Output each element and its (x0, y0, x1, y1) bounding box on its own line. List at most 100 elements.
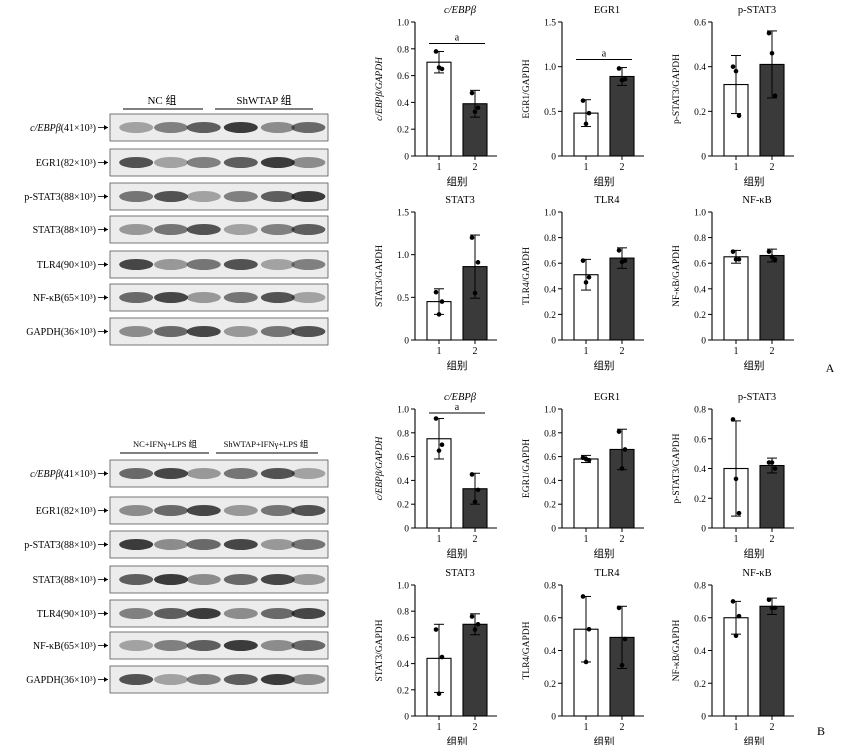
chart-title: NF-κB (742, 568, 771, 579)
chart-b-3: p-STAT3 0 0.2 0.4 0.6 0.8 p-STAT3/GAPDH 1 2 组别 (672, 392, 794, 560)
data-point (616, 429, 622, 434)
blot-band (223, 157, 258, 168)
blot-band (154, 157, 189, 168)
panel-letter-b: B (817, 724, 825, 738)
blot-band (291, 539, 326, 550)
x-tick-label: 2 (770, 534, 775, 545)
y-axis-label: p-STAT3/GAPDH (672, 433, 682, 503)
data-point (472, 109, 478, 115)
y-axis-label: NF-κB/GAPDH (672, 619, 682, 681)
x-tick-label: 1 (437, 162, 442, 173)
y-tick-label: 0.2 (694, 495, 706, 505)
y-tick-label: 0.6 (694, 614, 706, 624)
blot-band-row: GAPDH(36×10³) (26, 317, 329, 346)
blot-band (119, 157, 154, 168)
y-tick-label: 1.0 (544, 209, 556, 219)
x-tick-label: 2 (473, 534, 478, 545)
chart-title: c/EBPβ (444, 5, 477, 16)
y-tick-label: 0.6 (544, 260, 556, 270)
blot-arrow-head (104, 227, 108, 232)
y-tick-label: 0.4 (544, 647, 556, 657)
y-tick-label: 0.6 (544, 614, 556, 624)
blot-band (260, 674, 295, 685)
blot-band (223, 608, 258, 619)
data-point (766, 249, 772, 254)
x-axis-label: 组别 (744, 359, 765, 372)
blot-arrow-head (104, 611, 108, 616)
blot-band (223, 259, 258, 270)
data-point (586, 110, 592, 116)
blot-strip (109, 496, 329, 525)
y-tick-label: 0 (404, 337, 409, 347)
data-point (583, 659, 589, 665)
blot-band (186, 326, 221, 337)
bar (759, 605, 785, 717)
data-point (583, 280, 589, 285)
y-axis-label: STAT3/GAPDH (375, 245, 385, 307)
blot-arrow-head (104, 160, 108, 165)
chart-title: TLR4 (594, 568, 620, 579)
data-point (580, 98, 586, 103)
y-tick-label: 1.5 (544, 19, 556, 29)
y-tick-label: 0.4 (544, 285, 556, 295)
y-tick-label: 0.6 (397, 453, 409, 463)
data-point (733, 476, 739, 482)
blot-band (223, 292, 258, 303)
y-axis-label: STAT3/GAPDH (375, 619, 385, 681)
blot-protein-label: TLR4(90×10³) (37, 609, 96, 620)
blot-arrow-head (104, 542, 108, 547)
data-point (472, 627, 478, 632)
x-tick-label: 2 (473, 722, 478, 733)
blot-protein-label: NF-κB(65×10³) (33, 293, 96, 304)
blot-band (119, 326, 154, 337)
blot-band-row: p-STAT3(88×10³) (24, 530, 329, 559)
blot-protein-label: EGR1(82×10³) (36, 506, 96, 517)
bar (573, 458, 599, 529)
chart-title: STAT3 (445, 195, 475, 206)
blot-band (223, 122, 258, 133)
data-point (772, 466, 778, 471)
blot-band (154, 608, 189, 619)
y-tick-label: 0 (701, 713, 706, 723)
blot-band (260, 640, 295, 651)
blot-panel-a: NC 组 ShWTAP 组 c/EBPβ(41×10³) EGR1(82×10³) p-… (24, 93, 329, 346)
blot-band (154, 326, 189, 337)
y-tick-label: 0.2 (397, 126, 409, 136)
y-tick-label: 0.8 (397, 429, 409, 439)
blot-arrow-head (104, 471, 108, 476)
x-tick-label: 1 (437, 346, 442, 357)
y-tick-label: 1.0 (397, 406, 409, 416)
blot-band (154, 191, 189, 202)
blot-band (186, 640, 221, 651)
panel-letter-a: A (826, 361, 835, 375)
chart-b-5: TLR4 0 0.2 0.4 0.6 0.8 TLR4/GAPDH 1 2 组别 (522, 568, 644, 745)
data-point (475, 622, 481, 627)
blot-band (291, 505, 326, 516)
data-point (433, 627, 439, 632)
x-tick-label: 1 (734, 346, 739, 357)
blot-band (291, 674, 326, 685)
data-point (436, 312, 442, 317)
bar (462, 623, 488, 717)
data-point (772, 93, 778, 98)
blot-band (119, 122, 154, 133)
significance-mark: a (455, 402, 460, 413)
blot-band (223, 674, 258, 685)
blot-band (260, 468, 295, 479)
x-tick-label: 1 (584, 346, 589, 357)
blot-band-row: p-STAT3(88×10³) (24, 182, 329, 211)
data-point (766, 597, 772, 603)
blot-band (260, 122, 295, 133)
y-tick-label: 0.5 (397, 294, 409, 304)
blot-band (119, 608, 154, 619)
data-point (619, 77, 625, 83)
y-tick-label: 0.6 (397, 72, 409, 82)
y-tick-label: 0.8 (544, 582, 556, 592)
significance-mark: a (602, 49, 607, 60)
y-tick-label: 0.2 (397, 501, 409, 511)
data-point (616, 66, 622, 71)
blot-band (186, 608, 221, 619)
blot-band (119, 224, 154, 235)
bar (723, 256, 749, 341)
x-tick-label: 2 (770, 346, 775, 357)
